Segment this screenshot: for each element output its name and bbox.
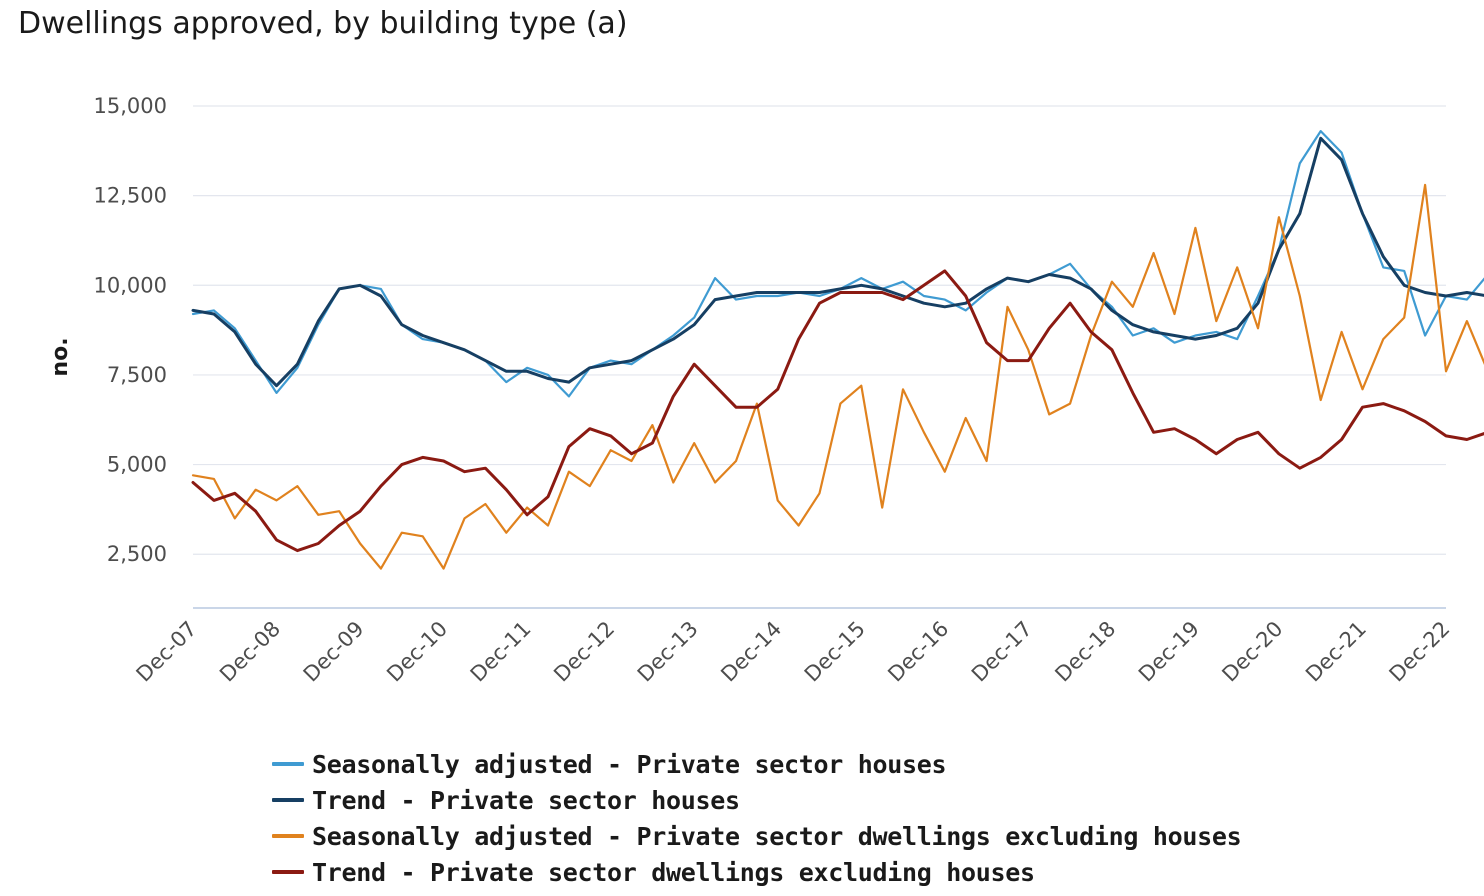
series-lines bbox=[191, 130, 1484, 570]
legend-item[interactable]: Seasonally adjusted - Private sector hou… bbox=[272, 746, 1241, 782]
y-tick-label: 2,500 bbox=[107, 542, 167, 566]
series-line-3 bbox=[191, 183, 1484, 570]
x-tick-label: Dec-14 bbox=[716, 617, 786, 687]
legend: Seasonally adjusted - Private sector hou… bbox=[272, 746, 1242, 890]
x-tick-label: Dec-17 bbox=[967, 617, 1037, 687]
x-tick-label: Dec-11 bbox=[466, 617, 536, 687]
gridlines bbox=[193, 105, 1446, 609]
y-tick-label: 5,000 bbox=[107, 453, 167, 477]
legend-swatch bbox=[272, 834, 304, 838]
x-tick-label: Dec-16 bbox=[883, 617, 953, 687]
legend-item[interactable]: Seasonally adjusted - Private sector dwe… bbox=[272, 818, 1242, 854]
legend-label: Trend - Private sector houses bbox=[312, 785, 740, 815]
legend-swatch bbox=[272, 798, 304, 802]
y-tick-label: 7,500 bbox=[107, 363, 167, 387]
x-tick-label: Dec-20 bbox=[1218, 617, 1288, 687]
x-tick-label: Dec-22 bbox=[1385, 617, 1455, 687]
x-tick-label: Dec-08 bbox=[215, 617, 285, 687]
y-axis-label: no. bbox=[48, 337, 73, 376]
legend-item[interactable]: Trend - Private sector houses bbox=[272, 782, 1241, 818]
series-line-1 bbox=[191, 130, 1484, 398]
x-tick-label: Dec-07 bbox=[132, 617, 202, 687]
legend-label: Trend - Private sector dwellings excludi… bbox=[312, 857, 1035, 887]
legend-label: Seasonally adjusted - Private sector hou… bbox=[312, 749, 947, 779]
x-tick-label: Dec-13 bbox=[633, 617, 703, 687]
x-tick-label: Dec-10 bbox=[382, 617, 452, 687]
y-axis: 2,500 5,000 7,500 10,000 12,500 15,000 bbox=[94, 94, 167, 566]
x-tick-label: Dec-12 bbox=[549, 617, 619, 687]
legend-item[interactable]: Trend - Private sector dwellings excludi… bbox=[272, 854, 1241, 890]
x-axis: Dec-07 Dec-08 Dec-09 Dec-10 Dec-11 Dec-12 Dec-… bbox=[132, 617, 1455, 687]
legend-swatch bbox=[272, 762, 304, 766]
x-tick-label: Dec-21 bbox=[1301, 617, 1371, 687]
x-tick-label: Dec-09 bbox=[299, 617, 369, 687]
y-tick-label: 12,500 bbox=[94, 184, 167, 208]
x-tick-label: Dec-18 bbox=[1050, 617, 1120, 687]
series-line-4 bbox=[191, 269, 1484, 553]
legend-swatch bbox=[272, 870, 304, 874]
legend-label: Seasonally adjusted - Private sector dwe… bbox=[312, 821, 1242, 851]
chart-title: Dwellings approved, by building type (a) bbox=[18, 6, 628, 41]
x-tick-label: Dec-15 bbox=[800, 617, 870, 687]
x-tick-label: Dec-19 bbox=[1134, 617, 1204, 687]
series-line-2 bbox=[191, 136, 1484, 388]
y-tick-label: 10,000 bbox=[94, 273, 167, 297]
line-chart: 2,500 5,000 7,500 10,000 12,500 15,000 Dec-07… bbox=[48, 94, 1484, 687]
y-tick-label: 15,000 bbox=[94, 94, 167, 118]
